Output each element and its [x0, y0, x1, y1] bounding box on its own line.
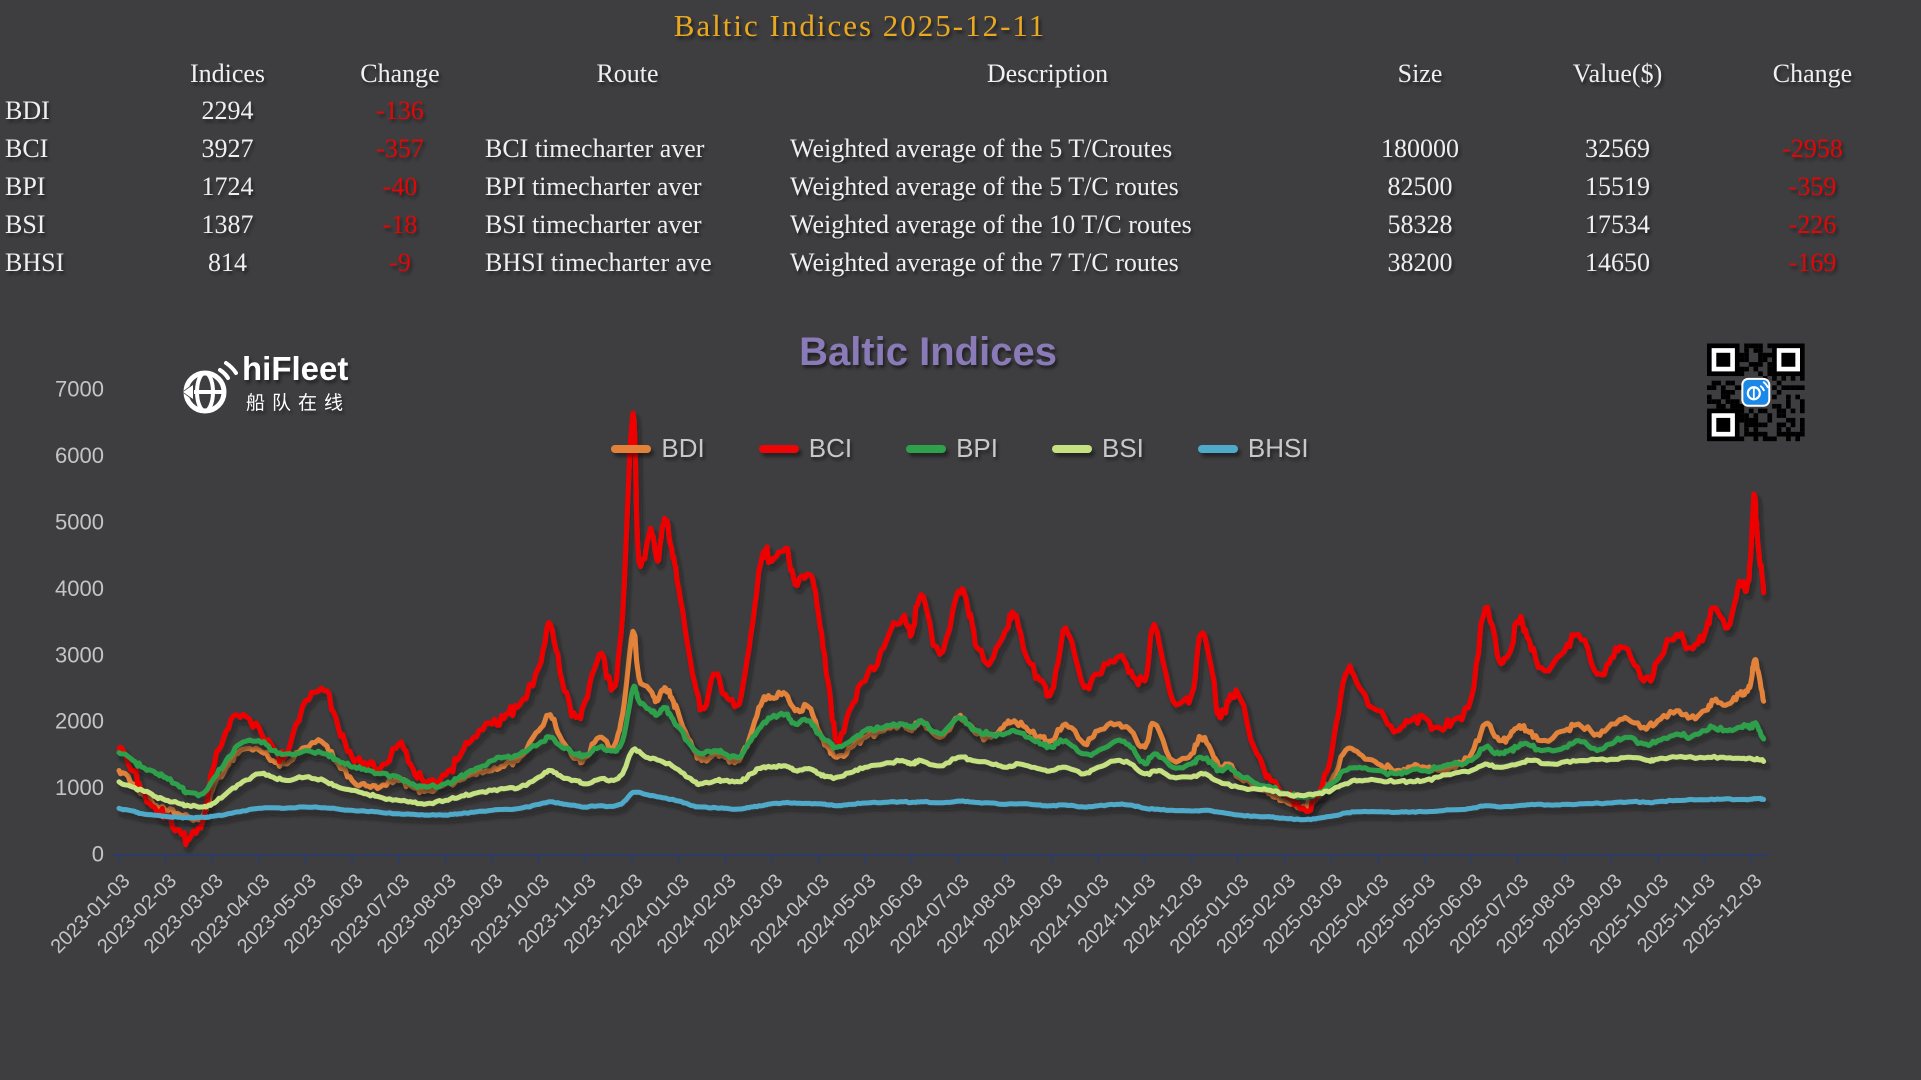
cell-value-usd: 32569	[1585, 134, 1650, 163]
chart-legend: BDI BCI BPI BSI BHSI	[460, 433, 1460, 464]
table-header-change2: Change	[1772, 59, 1853, 88]
cell-index-change: -357	[376, 134, 424, 163]
table-header-indices: Indices	[189, 59, 266, 88]
table-row-bdi: BDI 2294 -136	[5, 92, 1910, 130]
series-lines	[116, 410, 1767, 848]
cell-index-name: BDI	[5, 96, 50, 125]
legend-label: BPI	[956, 433, 998, 463]
cell-index-value: 1387	[201, 210, 254, 239]
legend-item-bsi[interactable]: BSI	[1052, 433, 1144, 464]
cell-value-change: -169	[1788, 248, 1837, 277]
table-header-description: Description	[986, 59, 1109, 88]
cell-description: Weighted average of the 10 T/C routes	[790, 210, 1192, 239]
cell-description: Weighted average of the 5 T/Croutes	[790, 134, 1173, 163]
cell-size: 38200	[1387, 248, 1453, 277]
cell-route: BSI timecharter aver	[485, 210, 702, 239]
legend-label: BSI	[1102, 433, 1144, 463]
cell-value-usd: 14650	[1585, 248, 1650, 277]
legend-item-bdi[interactable]: BDI	[611, 433, 705, 464]
table-row-bhsi: BHSI 814 -9 BHSI timecharter ave Weighted av…	[5, 244, 1910, 282]
cell-index-name: BCI	[5, 134, 49, 163]
legend-item-bci[interactable]: BCI	[758, 433, 853, 464]
cell-index-change: -40	[382, 172, 418, 201]
logo-name: hiFleet	[242, 350, 349, 387]
cell-value-change: -2958	[1782, 134, 1843, 163]
cell-description: Weighted average of the 5 T/C routes	[790, 172, 1179, 201]
cell-value-change: -359	[1788, 172, 1837, 201]
cell-index-change: -18	[382, 210, 418, 239]
logo-subtitle: 船队在线	[246, 393, 351, 414]
cell-value-usd: 15519	[1585, 172, 1650, 201]
y-axis-labels: 0 1000 2000 3000 4000 5000 6000 7000	[55, 377, 104, 867]
x-axis: 2023-01-032023-02-032023-03-032023-04-03…	[47, 854, 1768, 958]
hifleet-logo: hiFleet 船队在线	[180, 350, 400, 432]
hifleet-globe-icon	[182, 361, 238, 414]
legend-label: BCI	[808, 433, 853, 463]
table-header-size: Size	[1397, 59, 1443, 88]
table-row-bci: BCI 3927 -357 BCI timecharter aver Weighted …	[5, 130, 1910, 168]
table-row-bsi: BSI 1387 -18 BSI timecharter aver Weighted a…	[5, 206, 1910, 244]
legend-swatch-bsi	[1052, 444, 1092, 453]
wechat-qr-code	[1707, 343, 1805, 442]
legend-label: BHSI	[1247, 433, 1309, 463]
legend-swatch-bhsi	[1197, 444, 1238, 453]
cell-index-value: 3927	[201, 134, 254, 163]
y-tick-label: 3000	[55, 642, 104, 667]
cell-route: BHSI timecharter ave	[485, 248, 712, 277]
y-tick-label: 2000	[55, 709, 104, 734]
cell-index-value: 2294	[201, 96, 254, 125]
table-body: BDI 2294 -136 BCI 3927 -357 BCI timecharter av…	[5, 92, 1910, 282]
cell-size: 180000	[1381, 134, 1459, 163]
chart-title: Baltic Indices	[799, 330, 1057, 374]
series-line-bci	[116, 410, 1767, 848]
cell-route: BPI timecharter aver	[485, 172, 702, 201]
series-line-bhsi	[116, 789, 1767, 823]
cell-description: Weighted average of the 7 T/C routes	[790, 248, 1179, 277]
table-header-change: Change	[360, 59, 440, 88]
cell-size: 82500	[1387, 172, 1453, 201]
cell-index-name: BHSI	[5, 248, 65, 277]
legend-swatch-bdi	[611, 444, 652, 453]
legend-swatch-bpi	[906, 444, 947, 453]
y-tick-label: 0	[92, 842, 104, 867]
series-line-bpi	[116, 683, 1767, 801]
series-line-bsi	[116, 746, 1767, 810]
cell-index-value: 814	[208, 248, 247, 277]
table-row-bpi: BPI 1724 -40 BPI timecharter aver Weighted a…	[5, 168, 1910, 206]
cell-value-change: -226	[1788, 210, 1837, 239]
y-tick-label: 5000	[55, 510, 104, 535]
cell-index-value: 1724	[201, 172, 254, 201]
cell-value-usd: 17534	[1585, 210, 1650, 239]
legend-swatch-bci	[758, 444, 799, 453]
indices-table: Indices Change Route Description Size Va…	[5, 56, 1910, 282]
legend-label: BDI	[661, 433, 705, 463]
y-tick-label: 7000	[55, 377, 104, 402]
legend-item-bpi[interactable]: BPI	[906, 433, 998, 464]
table-header-row: Indices Change Route Description Size Va…	[5, 56, 1910, 92]
table-header-value: Value($)	[1572, 59, 1663, 88]
cell-route: BCI timecharter aver	[485, 134, 705, 163]
cell-index-name: BSI	[5, 210, 46, 239]
cell-size: 58328	[1387, 210, 1453, 239]
y-tick-label: 1000	[55, 775, 104, 800]
qr-center-logo	[1741, 377, 1771, 407]
table-header-route: Route	[596, 59, 659, 88]
cell-index-change: -136	[376, 96, 424, 125]
cell-index-change: -9	[389, 248, 411, 277]
page-title: Baltic Indices 2025-12-11	[673, 8, 1047, 43]
y-tick-label: 6000	[55, 443, 104, 468]
legend-item-bhsi[interactable]: BHSI	[1197, 433, 1309, 464]
y-tick-label: 4000	[55, 576, 104, 601]
cell-index-name: BPI	[5, 172, 46, 201]
